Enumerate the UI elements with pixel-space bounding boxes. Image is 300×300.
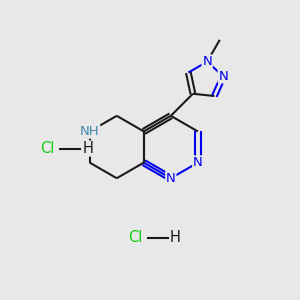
Text: N: N bbox=[193, 156, 203, 169]
Text: H: H bbox=[82, 141, 93, 156]
Text: Cl: Cl bbox=[128, 230, 142, 245]
Text: N: N bbox=[202, 55, 212, 68]
Text: N: N bbox=[166, 172, 176, 185]
Text: NH: NH bbox=[80, 125, 100, 138]
Text: N: N bbox=[218, 70, 228, 83]
Text: Cl: Cl bbox=[40, 141, 55, 156]
Text: H: H bbox=[170, 230, 181, 245]
